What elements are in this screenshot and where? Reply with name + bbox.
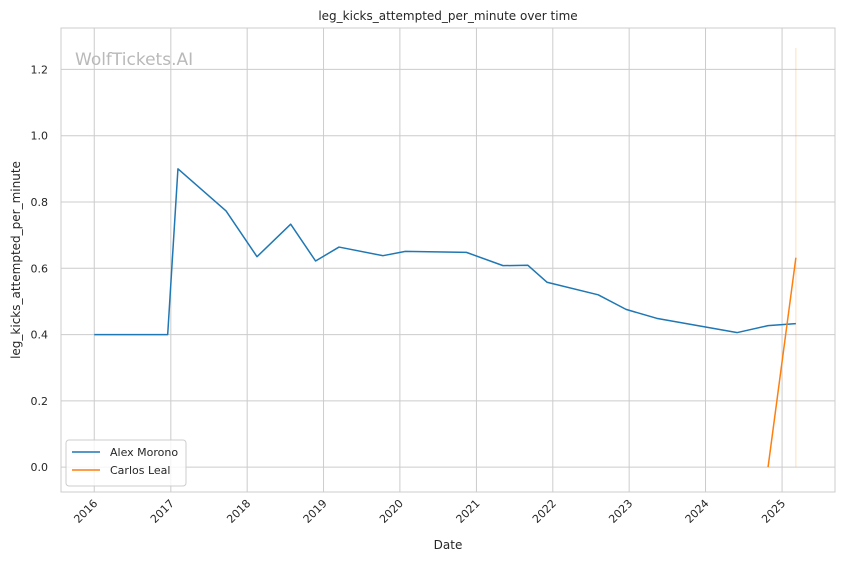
y-tick-label: 1.2 — [31, 63, 49, 76]
x-axis-label: Date — [434, 538, 463, 552]
y-axis-ticks: 0.0 0.2 0.4 0.6 0.8 1.0 1.2 — [31, 63, 49, 474]
grid — [61, 28, 835, 492]
series-lines — [94, 168, 797, 468]
watermark: WolfTickets.AI — [75, 50, 193, 70]
y-tick-label: 0.2 — [31, 395, 49, 408]
series-line-alex-morono — [94, 168, 796, 336]
y-tick-label: 1.0 — [31, 130, 49, 143]
y-tick-label: 0.6 — [31, 262, 49, 275]
plot-frame — [60, 27, 836, 493]
y-tick-label: 0.0 — [31, 461, 49, 474]
legend-label: Carlos Leal — [110, 464, 170, 477]
series-line-carlos-leal — [767, 257, 797, 468]
y-axis-label: leg_kicks_attempted_per_minute — [9, 161, 23, 359]
legend-label: Alex Morono — [110, 446, 178, 459]
legend: Alex Morono Carlos Leal — [65, 439, 187, 487]
y-tick-label: 0.8 — [31, 196, 49, 209]
y-tick-label: 0.4 — [31, 329, 49, 342]
chart-title: leg_kicks_attempted_per_minute over time — [318, 9, 577, 23]
